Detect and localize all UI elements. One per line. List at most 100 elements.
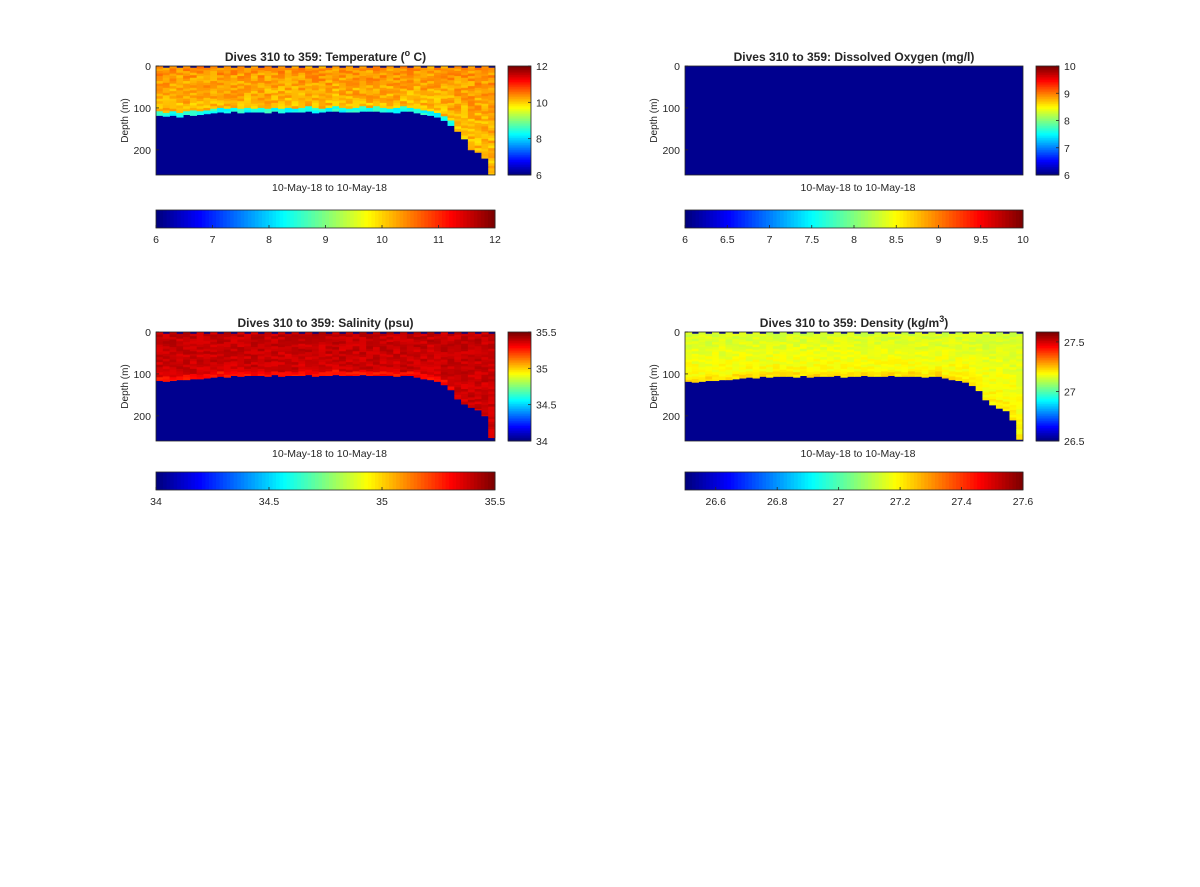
heatmap-cell [305,78,313,82]
heatmap-cell [352,353,360,357]
heatmap-cell [291,108,299,112]
heatmap-cell [1002,363,1010,367]
heatmap-cell [691,358,699,362]
heatmap-cell [359,367,367,371]
colorbar-strip [773,210,778,228]
heatmap-cell [413,101,421,105]
colorbar-strip [1036,94,1059,98]
heatmap-cell [732,348,740,352]
heatmap-cell [332,369,340,373]
colorbar-strip [226,210,231,228]
heatmap-cell [962,366,970,370]
heatmap-cell [860,349,868,353]
heatmap-cell [440,98,448,102]
heatmap-cell [854,348,862,352]
heatmap-cell [1016,343,1024,347]
heatmap-cell [400,337,408,340]
heatmap-cell [454,352,462,356]
heatmap-cell [386,339,394,343]
heatmap-cell [488,431,496,435]
heatmap-cell [467,118,476,122]
heatmap-cell [427,93,435,97]
colorbar-strip [173,472,178,490]
heatmap-cell [359,71,367,74]
colorbar-strip [875,210,880,228]
colorbar-strip [265,472,270,490]
heatmap-cell [474,363,482,367]
heatmap-cell [203,77,211,81]
heatmap-cell [223,76,231,79]
heatmap-cell [447,102,455,106]
heatmap-cell [305,369,313,373]
heatmap-cell [481,359,489,363]
heatmap-cell [264,88,272,92]
heatmap-cell [210,352,218,356]
heatmap-cell [400,342,408,345]
colorbar-frame [507,65,532,176]
colorbar-strip [508,338,531,342]
colorbar-strip [1036,340,1059,343]
heatmap-cell [454,339,462,343]
heatmap-cell [698,349,706,353]
heatmap-cell [332,66,340,69]
heatmap-cell [739,367,747,371]
heatmap-cell [284,92,292,96]
heatmap-cell [427,347,435,351]
heatmap-cell [488,343,496,347]
heatmap-cell [847,364,855,368]
heatmap-cell [860,369,868,373]
heatmap-cell [854,333,862,337]
heatmap-cell [975,343,983,347]
colorbar-strip [1005,472,1010,490]
heatmap-cell [169,342,177,345]
heatmap-cell [461,333,469,337]
heatmap-cell [941,332,950,335]
heatmap-cell [474,336,482,340]
colorbar-strip [431,472,436,490]
heatmap-cell [311,92,320,96]
heatmap-cell [298,75,306,79]
heatmap-cell [203,373,211,377]
heatmap-cell [447,100,455,104]
heatmap-cell [833,374,841,376]
heatmap-cell [1016,386,1024,390]
heatmap-cell [156,332,164,335]
heatmap-cell [203,346,211,350]
heatmap-cell [372,83,381,87]
heatmap-cell [712,352,720,356]
heatmap-cell [772,351,781,355]
heatmap-cell [169,113,177,116]
heatmap-cell [379,338,387,342]
colorbar-strip [420,472,425,490]
colorbar-strip [508,100,531,103]
heatmap-cell [359,101,367,105]
heatmap-cell [406,333,415,337]
colorbar-strip [508,430,531,433]
heatmap-cell [176,102,184,106]
heatmap-cell [352,358,360,362]
colorbar-strip [1036,76,1059,79]
heatmap-cell [420,92,428,96]
heatmap-cell [725,344,733,348]
colorbar-tick-label: 10 [1064,61,1076,73]
heatmap-cell [806,339,814,343]
heatmap-cell [189,356,198,360]
heatmap-cell [718,341,726,345]
heatmap-cell [1002,341,1010,345]
heatmap-cell [481,138,489,142]
heatmap-cell [712,347,720,351]
heatmap-cell [156,377,164,381]
heatmap-cell [712,377,720,381]
heatmap-cell [881,368,889,372]
heatmap-cell [793,349,801,353]
heatmap-cell [406,90,415,94]
heatmap-cell [413,98,421,102]
heatmap-cell [176,75,184,79]
heatmap-cell [311,336,320,340]
colorbar-strip [949,472,954,490]
heatmap-cell [928,354,936,358]
heatmap-cell [467,332,476,335]
colorbar-strip [1036,362,1059,365]
colorbar-strip [815,210,820,228]
heatmap-cell [257,363,265,367]
